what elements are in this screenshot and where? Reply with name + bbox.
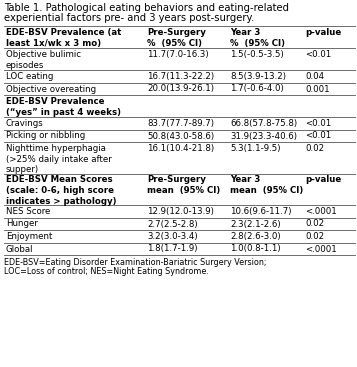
Text: Objective overeating: Objective overeating <box>6 84 96 94</box>
Text: 0.02: 0.02 <box>305 144 324 153</box>
Text: 2.7(2.5-2.8): 2.7(2.5-2.8) <box>147 219 198 229</box>
Text: NES Score: NES Score <box>6 207 50 216</box>
Text: 2.8(2.6-3.0): 2.8(2.6-3.0) <box>230 232 281 241</box>
Text: Picking or nibbling: Picking or nibbling <box>6 131 85 141</box>
Text: Global: Global <box>6 244 34 254</box>
Text: 31.9(23.3-40.6): 31.9(23.3-40.6) <box>230 131 297 141</box>
Text: experiential factors pre- and 3 years post-surgery.: experiential factors pre- and 3 years po… <box>4 13 254 23</box>
Text: 0.001: 0.001 <box>305 84 330 94</box>
Text: <.0001: <.0001 <box>305 207 337 216</box>
Text: Year 3
%  (95% CI): Year 3 % (95% CI) <box>230 28 285 48</box>
Text: <0.01: <0.01 <box>305 119 331 128</box>
Text: 5.3(1.1-9.5): 5.3(1.1-9.5) <box>230 144 281 153</box>
Text: EDE-BSV Prevalence
(“yes” in past 4 weeks): EDE-BSV Prevalence (“yes” in past 4 week… <box>6 97 121 117</box>
Text: 3.2(3.0-3.4): 3.2(3.0-3.4) <box>147 232 198 241</box>
Text: 1.0(0.8-1.1): 1.0(0.8-1.1) <box>230 244 281 254</box>
Text: 12.9(12.0-13.9): 12.9(12.0-13.9) <box>147 207 214 216</box>
Text: <0.01: <0.01 <box>305 131 331 141</box>
Text: <0.01: <0.01 <box>305 50 331 59</box>
Text: Objective bulimic
episodes: Objective bulimic episodes <box>6 50 81 70</box>
Text: 8.5(3.9-13.2): 8.5(3.9-13.2) <box>230 72 286 81</box>
Text: Pre-Surgery
%  (95% CI): Pre-Surgery % (95% CI) <box>147 28 206 48</box>
Text: 66.8(57.8-75.8): 66.8(57.8-75.8) <box>230 119 297 128</box>
Text: 10.6(9.6-11.7): 10.6(9.6-11.7) <box>230 207 292 216</box>
Text: 1.5(-0.5-3.5): 1.5(-0.5-3.5) <box>230 50 284 59</box>
Text: Hunger: Hunger <box>6 219 38 229</box>
Text: Enjoyment: Enjoyment <box>6 232 52 241</box>
Text: Cravings: Cravings <box>6 119 44 128</box>
Text: LOC=Loss of control; NES=Night Eating Syndrome.: LOC=Loss of control; NES=Night Eating Sy… <box>4 266 209 276</box>
Text: <.0001: <.0001 <box>305 244 337 254</box>
Text: p-value: p-value <box>305 28 341 37</box>
Text: 50.8(43.0-58.6): 50.8(43.0-58.6) <box>147 131 214 141</box>
Text: 16.7(11.3-22.2): 16.7(11.3-22.2) <box>147 72 214 81</box>
Text: 0.02: 0.02 <box>305 219 324 229</box>
Text: EDE-BSV Prevalence (at
least 1x/wk x 3 mo): EDE-BSV Prevalence (at least 1x/wk x 3 m… <box>6 28 121 48</box>
Text: Year 3
mean  (95% CI): Year 3 mean (95% CI) <box>230 175 303 195</box>
Text: 0.02: 0.02 <box>305 232 324 241</box>
Text: 2.3(2.1-2.6): 2.3(2.1-2.6) <box>230 219 281 229</box>
Text: Pre-Surgery
mean  (95% CI): Pre-Surgery mean (95% CI) <box>147 175 220 195</box>
Text: 83.7(77.7-89.7): 83.7(77.7-89.7) <box>147 119 214 128</box>
Text: p-value: p-value <box>305 175 341 185</box>
Text: 1.8(1.7-1.9): 1.8(1.7-1.9) <box>147 244 197 254</box>
Text: 16.1(10.4-21.8): 16.1(10.4-21.8) <box>147 144 214 153</box>
Text: EDE-BSV Mean Scores
(scale: 0-6, high score
indicates > pathology): EDE-BSV Mean Scores (scale: 0-6, high sc… <box>6 175 116 206</box>
Text: 11.7(7.0-16.3): 11.7(7.0-16.3) <box>147 50 208 59</box>
Text: 20.0(13.9-26.1): 20.0(13.9-26.1) <box>147 84 214 94</box>
Text: Nighttime hyperphagia
(>25% daily intake after
supper): Nighttime hyperphagia (>25% daily intake… <box>6 144 112 174</box>
Text: Table 1. Pathological eating behaviors and eating-related: Table 1. Pathological eating behaviors a… <box>4 3 289 13</box>
Text: 0.04: 0.04 <box>305 72 324 81</box>
Text: LOC eating: LOC eating <box>6 72 54 81</box>
Text: 1.7(-0.6-4.0): 1.7(-0.6-4.0) <box>230 84 284 94</box>
Text: EDE-BSV=Eating Disorder Examination-Bariatric Surgery Version;: EDE-BSV=Eating Disorder Examination-Bari… <box>4 258 266 267</box>
